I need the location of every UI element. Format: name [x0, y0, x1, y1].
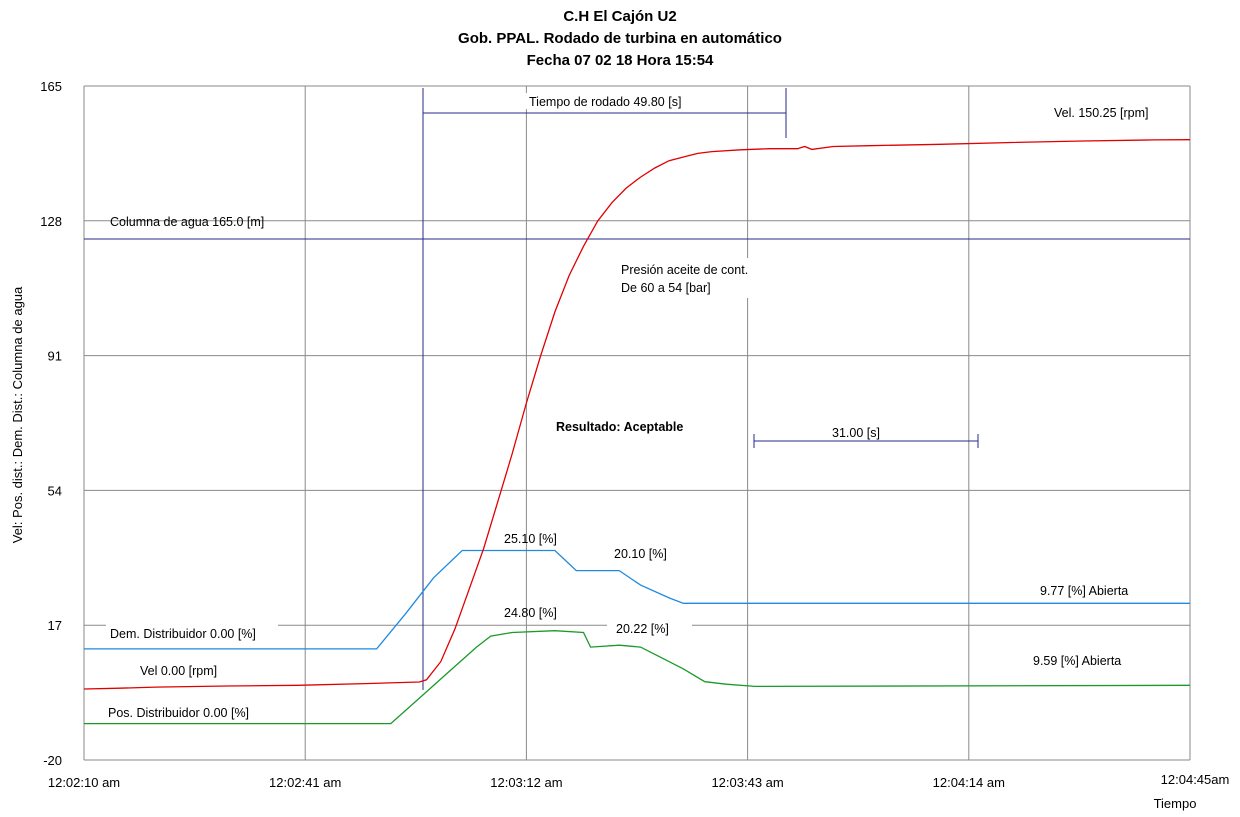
presion-label-line-1: Presión aceite de cont.	[621, 263, 748, 277]
pos-start-label: Pos. Distribuidor 0.00 [%]	[108, 706, 249, 720]
x-tick-labels: 12:02:10 am 12:02:41 am 12:03:12 am 12:03:4…	[48, 772, 1229, 790]
pos-distribuidor-series	[84, 630, 1191, 725]
presion-label-line-2: De 60 a 54 [bar]	[621, 281, 711, 295]
resultado-label: Resultado: Aceptable	[556, 420, 683, 434]
dem-mid-label: 20.10 [%]	[614, 547, 667, 561]
pos-end-label: 9.59 [%] Abierta	[1033, 654, 1121, 668]
y-tick-labels: 165 128 91 54 17 -20	[40, 79, 62, 768]
y-tick-label: 54	[48, 483, 62, 498]
y-tick-label: 165	[40, 79, 62, 94]
chart-title-line-3: Fecha 07 02 18 Hora 15:54	[527, 52, 714, 69]
pos-mid-label: 20.22 [%]	[616, 622, 669, 636]
pos-peak-label: 24.80 [%]	[504, 606, 557, 620]
x-tick-label: 12:04:45am	[1161, 772, 1230, 787]
dem-peak-label: 25.10 [%]	[504, 532, 557, 546]
x-axis-label: Tiempo	[1154, 796, 1197, 811]
velocidad-series	[83, 139, 1191, 690]
dem-end-label: 9.77 [%] Abierta	[1040, 584, 1128, 598]
y-tick-label: 91	[48, 349, 62, 364]
y-tick-label: -20	[43, 753, 62, 768]
interval-label: 31.00 [s]	[832, 426, 880, 440]
vel-end-label: Vel. 150.25 [rpm]	[1054, 106, 1149, 120]
chart-title-line-1: C.H El Cajón U2	[563, 8, 676, 25]
columna-de-agua-label: Columna de agua 165.0 [m]	[110, 215, 264, 229]
x-tick-label: 12:02:10 am	[48, 775, 120, 790]
chart-title-line-2: Gob. PPAL. Rodado de turbina en automáti…	[458, 30, 782, 47]
x-tick-label: 12:03:43 am	[711, 775, 783, 790]
y-tick-label: 17	[48, 618, 62, 633]
vel-start-label: Vel 0.00 [rpm]	[140, 664, 217, 678]
dem-distribuidor-series	[84, 549, 1190, 650]
x-tick-label: 12:04:14 am	[933, 775, 1005, 790]
x-tick-label: 12:02:41 am	[269, 775, 341, 790]
tiempo-rodado-label: Tiempo de rodado 49.80 [s]	[529, 95, 681, 109]
y-tick-label: 128	[40, 214, 62, 229]
x-tick-label: 12:03:12 am	[490, 775, 562, 790]
dem-start-label: Dem. Distribuidor 0.00 [%]	[110, 627, 256, 641]
y-axis-label: Vel: Pos. dist.: Dem. Dist.: Columna de …	[10, 286, 25, 543]
